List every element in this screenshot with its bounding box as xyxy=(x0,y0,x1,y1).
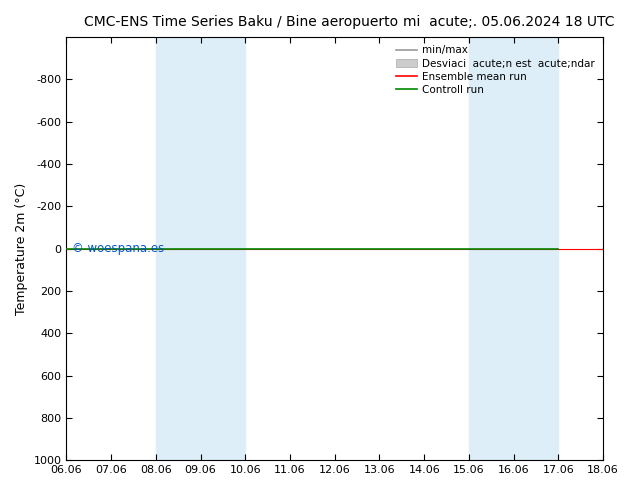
Bar xyxy=(156,37,200,460)
Y-axis label: Temperature 2m (°C): Temperature 2m (°C) xyxy=(15,182,28,315)
Bar xyxy=(469,37,514,460)
Text: mi  acute;. 05.06.2024 18 UTC: mi acute;. 05.06.2024 18 UTC xyxy=(403,15,615,29)
Text: CMC-ENS Time Series Baku / Bine aeropuerto: CMC-ENS Time Series Baku / Bine aeropuer… xyxy=(84,15,398,29)
Bar xyxy=(200,37,245,460)
Legend: min/max, Desviaci  acute;n est  acute;ndar, Ensemble mean run, Controll run: min/max, Desviaci acute;n est acute;ndar… xyxy=(393,42,598,98)
Bar xyxy=(514,37,559,460)
Text: © woespana.es: © woespana.es xyxy=(72,242,164,255)
